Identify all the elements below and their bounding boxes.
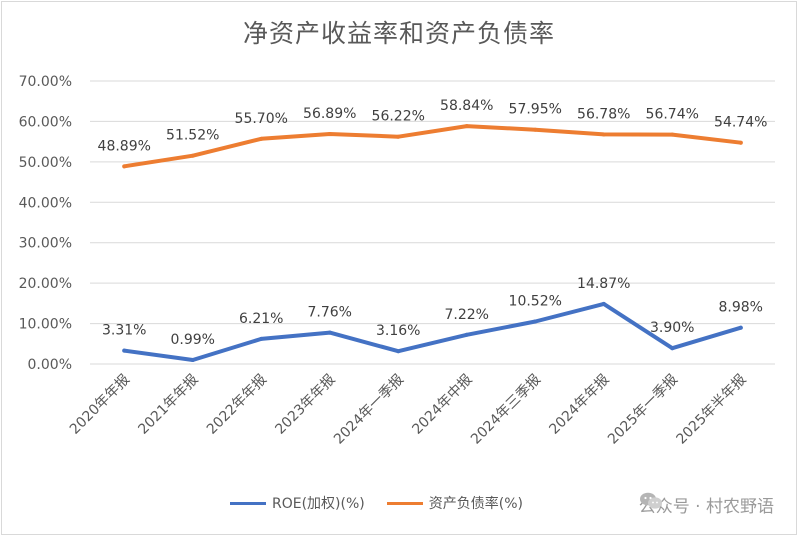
data-point-roe [122, 348, 127, 353]
data-label-debt-ratio: 58.84% [440, 98, 493, 114]
data-point-debt-ratio [259, 136, 264, 141]
data-label-roe: 0.99% [171, 332, 215, 348]
y-tick-label: 10.00% [19, 317, 72, 333]
data-point-roe [533, 319, 538, 324]
x-tick-label: 2022年年报 [204, 372, 270, 438]
data-label-debt-ratio: 48.89% [98, 138, 151, 154]
y-tick-label: 50.00% [19, 155, 72, 171]
data-point-debt-ratio [533, 127, 538, 132]
data-label-roe: 6.21% [239, 311, 283, 327]
data-label-debt-ratio: 56.89% [303, 106, 356, 122]
x-tick-label: 2024年中报 [409, 372, 475, 438]
data-label-roe: 3.31% [102, 323, 146, 339]
data-point-roe [738, 325, 743, 330]
x-tick-label: 2024年年报 [546, 372, 612, 438]
data-point-roe [259, 336, 264, 341]
legend-label-debt-ratio: 资产负债率(%) [428, 496, 523, 512]
data-point-roe [670, 346, 675, 351]
series-line-debt-ratio [122, 124, 743, 169]
y-tick-label: 70.00% [19, 74, 72, 90]
data-label-debt-ratio: 56.22% [372, 109, 425, 125]
data-label-debt-ratio: 56.74% [646, 107, 699, 123]
x-tick-label: 2025年半年报 [673, 372, 749, 448]
data-point-roe [190, 357, 195, 362]
data-point-debt-ratio [190, 153, 195, 158]
y-tick-label: 40.00% [19, 195, 72, 211]
data-point-debt-ratio [670, 132, 675, 137]
legend-swatch-roe [230, 501, 266, 505]
legend-label-roe: ROE(加权)(%) [272, 496, 365, 512]
y-tick-label: 60.00% [19, 114, 72, 130]
data-point-roe [396, 349, 401, 354]
data-label-roe: 7.22% [445, 307, 489, 323]
data-label-debt-ratio: 55.70% [235, 111, 288, 127]
data-label-roe: 7.76% [308, 305, 352, 321]
data-point-debt-ratio [738, 140, 743, 145]
data-point-roe [601, 301, 606, 306]
legend-swatch-debt-ratio [386, 501, 423, 505]
legend-item-debt-ratio: 资产负债率(%) [386, 493, 523, 513]
x-tick-label: 2023年年报 [272, 372, 338, 438]
data-label-debt-ratio: 51.52% [166, 128, 219, 144]
chart-title: 净资产收益率和资产负债率 [242, 19, 555, 48]
data-point-debt-ratio [327, 132, 332, 137]
watermark-text: 公众号 · 村农野语 [638, 497, 774, 517]
data-label-debt-ratio: 54.74% [714, 115, 767, 131]
data-label-roe: 3.16% [376, 323, 420, 339]
data-point-debt-ratio [396, 134, 401, 139]
data-label-roe: 8.98% [719, 300, 763, 316]
x-tick-label: 2025年一季报 [605, 372, 681, 448]
data-point-debt-ratio [122, 164, 127, 169]
y-tick-label: 30.00% [19, 236, 72, 252]
series-line-roe [122, 301, 743, 362]
y-tick-label: 20.00% [19, 276, 72, 292]
data-label-debt-ratio: 57.95% [509, 102, 562, 118]
data-point-roe [327, 330, 332, 335]
wechat-icon [639, 492, 662, 509]
x-tick-label: 2020年年报 [67, 372, 133, 438]
watermark: 公众号 · 村农野语 [639, 492, 774, 517]
legend: ROE(加权)(%) 资产负债率(%) [230, 493, 545, 513]
data-label-roe: 3.90% [650, 320, 694, 336]
data-label-debt-ratio: 56.78% [577, 106, 630, 122]
data-point-roe [464, 332, 469, 337]
x-tick-label: 2021年年报 [135, 372, 201, 438]
data-point-debt-ratio [601, 132, 606, 137]
data-point-debt-ratio [464, 124, 469, 129]
y-tick-label: 0.00% [28, 357, 72, 373]
data-label-roe: 14.87% [577, 276, 630, 292]
data-label-roe: 10.52% [509, 293, 562, 309]
x-tick-label: 2024年一季报 [331, 372, 407, 448]
legend-item-roe: ROE(加权)(%) [230, 493, 365, 513]
x-tick-label: 2024年三季报 [468, 372, 544, 448]
